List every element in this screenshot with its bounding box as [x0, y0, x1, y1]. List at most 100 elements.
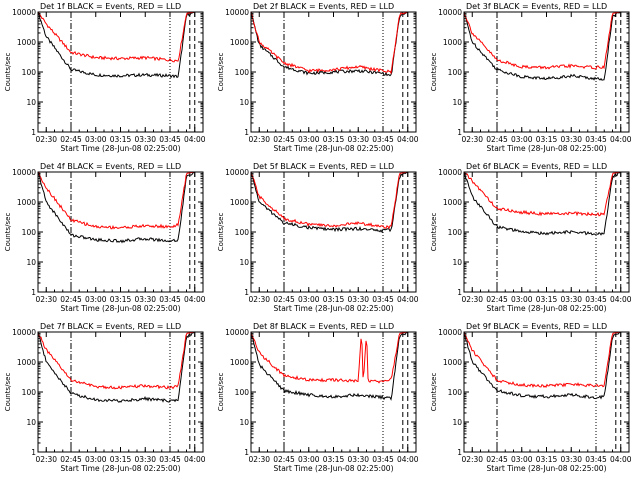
y-tick-label: 10 [452, 258, 462, 267]
y-tick-label: 10 [26, 98, 36, 107]
x-axis-label: Start Time (28-Jun-08 02:25:00) [274, 464, 394, 473]
lld-trace [463, 171, 629, 217]
x-tick-label: 03:00 [511, 295, 533, 304]
x-tick-label: 04:00 [397, 455, 419, 464]
x-tick-label: 03:45 [585, 295, 607, 304]
y-tick-label: 10000 [12, 8, 36, 17]
y-tick-label: 10000 [438, 168, 462, 177]
y-tick-label: 10 [452, 418, 462, 427]
x-tick-label: 03:30 [347, 295, 369, 304]
x-axis-label: Start Time (28-Jun-08 02:25:00) [274, 304, 394, 313]
x-tick-label: 03:45 [372, 295, 394, 304]
y-axis-label: Counts/sec [4, 53, 12, 92]
detector-panel: Det 4f BLACK = Events, RED = LLD 1 10 100 10… [4, 162, 206, 313]
detector-panel: Det 1f BLACK = Events, RED = LLD 1 10 100 10… [4, 2, 206, 153]
x-tick-label: 02:45 [273, 135, 295, 144]
y-axis-label: Counts/sec [217, 373, 225, 412]
y-axis-label: Counts/sec [4, 213, 12, 252]
y-axis-label: Counts/sec [217, 213, 225, 252]
x-tick-label: 04:00 [610, 455, 632, 464]
x-tick-label: 03:30 [347, 135, 369, 144]
events-trace [250, 331, 416, 401]
y-tick-label: 10 [26, 418, 36, 427]
x-tick-label: 03:15 [110, 135, 132, 144]
x-tick-label: 04:00 [610, 295, 632, 304]
y-tick-label: 100 [235, 388, 250, 397]
x-tick-label: 03:00 [298, 455, 320, 464]
x-tick-label: 02:45 [60, 135, 82, 144]
y-tick-label: 1 [457, 288, 462, 297]
y-tick-label: 10000 [225, 168, 249, 177]
lld-trace [250, 171, 416, 230]
events-trace [37, 11, 203, 79]
y-tick-label: 1000 [230, 38, 249, 47]
x-tick-label: 04:00 [397, 135, 419, 144]
lld-trace [463, 11, 629, 70]
panel-title: Det 3f BLACK = Events, RED = LLD [466, 2, 607, 11]
plot-frame [463, 331, 630, 453]
detector-panel: Det 2f BLACK = Events, RED = LLD 1 10 100 10… [217, 2, 419, 153]
y-tick-label: 10 [452, 98, 462, 107]
x-tick-label: 03:45 [372, 135, 394, 144]
panel-title: Det 9f BLACK = Events, RED = LLD [466, 322, 607, 331]
x-tick-label: 02:30 [248, 455, 270, 464]
x-tick-label: 03:30 [560, 135, 582, 144]
y-axis-label: Counts/sec [430, 213, 438, 252]
x-tick-label: 02:45 [273, 455, 295, 464]
x-axis-label: Start Time (28-Jun-08 02:25:00) [487, 144, 607, 153]
x-tick-label: 03:00 [298, 135, 320, 144]
lld-trace [250, 11, 416, 75]
y-tick-label: 1 [31, 128, 36, 137]
panel-title: Det 2f BLACK = Events, RED = LLD [253, 2, 394, 11]
plot-frame [250, 331, 417, 453]
y-tick-label: 1 [31, 448, 36, 457]
x-tick-label: 02:45 [273, 295, 295, 304]
x-tick-label: 03:15 [536, 455, 558, 464]
lld-trace [37, 11, 203, 63]
x-tick-label: 03:00 [85, 135, 107, 144]
x-tick-label: 02:30 [248, 295, 270, 304]
x-tick-label: 02:30 [35, 135, 57, 144]
y-axis-label: Counts/sec [4, 373, 12, 412]
detector-panel: Det 3f BLACK = Events, RED = LLD 1 10 100 10… [430, 2, 632, 153]
x-tick-label: 02:30 [35, 295, 57, 304]
events-trace [463, 331, 629, 400]
x-tick-label: 03:15 [536, 135, 558, 144]
y-tick-label: 10000 [438, 328, 462, 337]
x-tick-label: 03:00 [298, 295, 320, 304]
y-axis-label: Counts/sec [217, 53, 225, 92]
panel-title: Det 8f BLACK = Events, RED = LLD [253, 322, 394, 331]
y-tick-label: 10000 [225, 8, 249, 17]
x-tick-label: 03:45 [159, 135, 181, 144]
lld-trace [250, 331, 416, 384]
y-tick-label: 10000 [12, 168, 36, 177]
x-tick-label: 03:00 [511, 455, 533, 464]
y-tick-label: 1000 [443, 198, 462, 207]
x-tick-label: 03:00 [511, 135, 533, 144]
events-trace [463, 171, 629, 236]
x-tick-label: 02:30 [461, 135, 483, 144]
detector-panel: Det 9f BLACK = Events, RED = LLD 1 10 100 10… [430, 322, 632, 473]
x-tick-label: 03:15 [110, 295, 132, 304]
x-tick-label: 03:45 [159, 455, 181, 464]
x-tick-label: 03:00 [85, 455, 107, 464]
x-tick-label: 03:30 [347, 455, 369, 464]
x-tick-label: 04:00 [184, 455, 206, 464]
detector-panel: Det 6f BLACK = Events, RED = LLD 1 10 100 10… [430, 162, 632, 313]
y-tick-label: 100 [22, 228, 37, 237]
panel-title: Det 6f BLACK = Events, RED = LLD [466, 162, 607, 171]
y-tick-label: 1000 [443, 38, 462, 47]
x-tick-label: 03:45 [585, 135, 607, 144]
x-tick-label: 04:00 [184, 135, 206, 144]
x-tick-label: 03:00 [85, 295, 107, 304]
x-axis-label: Start Time (28-Jun-08 02:25:00) [274, 144, 394, 153]
x-tick-label: 02:45 [60, 455, 82, 464]
y-tick-label: 1000 [17, 198, 36, 207]
lld-trace [37, 331, 203, 390]
x-tick-label: 03:30 [134, 455, 156, 464]
x-tick-label: 03:15 [323, 135, 345, 144]
y-tick-label: 10 [239, 418, 249, 427]
plot-frame [37, 331, 204, 453]
y-tick-label: 100 [448, 228, 463, 237]
